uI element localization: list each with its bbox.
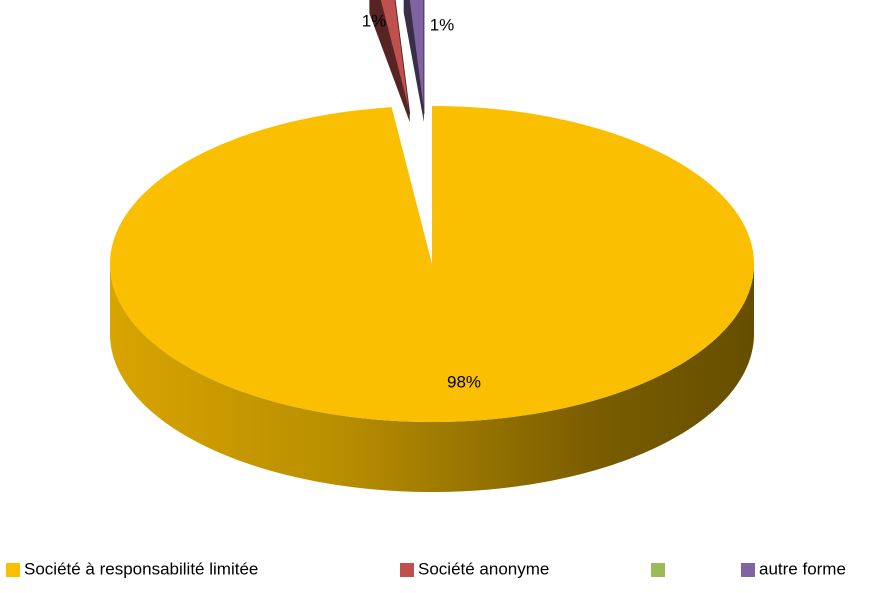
pie-slice-societe-a-responsabilite-limitee[interactable] (110, 106, 754, 422)
legend-label-societe-a-responsabilite-limitee: Société à responsabilité limitée (24, 559, 258, 578)
legend: Société à responsabilité limitée Société … (6, 559, 846, 578)
pie-slice-depth-autre-forme (403, 0, 424, 122)
pie-slices (110, 0, 754, 422)
pie-slice-societe-anonyme[interactable] (369, 0, 411, 115)
legend-label-societe-anonyme: Société anonyme (418, 559, 549, 578)
pie-slice-autre-forme[interactable] (404, 0, 425, 115)
data-label-societe-anonyme: 1% (362, 11, 387, 30)
data-label-societe-a-responsabilite-limitee: 98% (447, 372, 481, 391)
legend-swatch-societe-anonyme (400, 563, 414, 577)
pie-slice-depth-societe-anonyme (369, 0, 410, 122)
legend-swatch-societe-a-responsabilite-limitee (6, 563, 20, 577)
data-label-autre-forme: 1% (430, 15, 455, 34)
pie-side-societe-a-responsabilite-limitee (110, 264, 754, 492)
legend-swatch-series-3 (651, 563, 665, 577)
data-labels: 98% 1% 1% (362, 11, 481, 391)
legend-item-series-3[interactable] (651, 563, 665, 577)
legend-item-societe-anonyme[interactable]: Société anonyme (400, 559, 549, 578)
legend-label-autre-forme: autre forme (759, 559, 846, 578)
legend-item-societe-a-responsabilite-limitee[interactable]: Société à responsabilité limitée (6, 559, 258, 578)
legend-swatch-autre-forme (741, 563, 755, 577)
legend-item-autre-forme[interactable]: autre forme (741, 559, 846, 578)
pie-side-walls (110, 264, 754, 492)
